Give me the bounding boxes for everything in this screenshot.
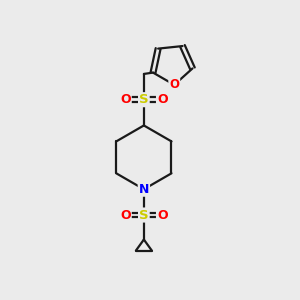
Text: S: S: [139, 208, 149, 221]
Text: O: O: [120, 93, 131, 106]
Text: O: O: [157, 93, 168, 106]
Text: O: O: [120, 208, 131, 221]
Text: O: O: [169, 78, 179, 92]
Text: N: N: [139, 183, 149, 196]
Text: O: O: [157, 208, 168, 221]
Text: S: S: [139, 93, 149, 106]
